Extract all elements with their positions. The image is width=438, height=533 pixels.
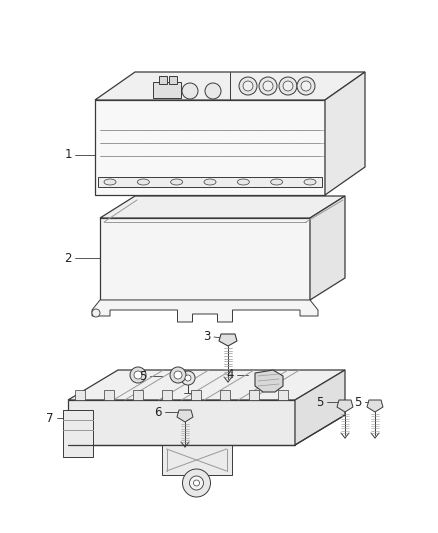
Polygon shape	[310, 196, 345, 300]
Ellipse shape	[237, 179, 249, 185]
Circle shape	[134, 371, 142, 379]
Polygon shape	[63, 410, 93, 457]
Ellipse shape	[271, 179, 283, 185]
Polygon shape	[68, 370, 345, 400]
Circle shape	[279, 77, 297, 95]
Polygon shape	[337, 400, 353, 412]
Ellipse shape	[138, 179, 149, 185]
Ellipse shape	[171, 179, 183, 185]
Circle shape	[181, 371, 195, 385]
Polygon shape	[162, 445, 232, 475]
Circle shape	[297, 77, 315, 95]
Text: 4: 4	[226, 368, 234, 382]
Circle shape	[243, 81, 253, 91]
Ellipse shape	[304, 179, 316, 185]
Polygon shape	[153, 82, 181, 98]
Circle shape	[170, 367, 186, 383]
Text: 5: 5	[354, 395, 362, 408]
Polygon shape	[98, 177, 322, 187]
Polygon shape	[95, 72, 365, 100]
Circle shape	[205, 83, 221, 99]
Circle shape	[182, 83, 198, 99]
Polygon shape	[159, 76, 167, 84]
Circle shape	[259, 77, 277, 95]
Polygon shape	[255, 370, 283, 392]
Circle shape	[239, 77, 257, 95]
Polygon shape	[133, 390, 143, 400]
Polygon shape	[100, 196, 345, 218]
Text: 2: 2	[64, 252, 72, 264]
Text: 5: 5	[316, 395, 324, 408]
Polygon shape	[295, 370, 345, 445]
Polygon shape	[367, 400, 383, 412]
Polygon shape	[219, 334, 237, 346]
Circle shape	[185, 375, 191, 381]
Circle shape	[174, 371, 182, 379]
Text: 6: 6	[154, 406, 162, 418]
Polygon shape	[278, 390, 288, 400]
Polygon shape	[169, 76, 177, 84]
Polygon shape	[177, 410, 193, 422]
Polygon shape	[104, 390, 114, 400]
Circle shape	[190, 476, 204, 490]
Text: 3: 3	[203, 330, 211, 343]
Polygon shape	[220, 390, 230, 400]
Polygon shape	[68, 400, 295, 445]
Ellipse shape	[204, 179, 216, 185]
Polygon shape	[75, 390, 85, 400]
Polygon shape	[191, 390, 201, 400]
Ellipse shape	[104, 179, 116, 185]
Polygon shape	[325, 72, 365, 195]
Polygon shape	[162, 390, 172, 400]
Circle shape	[194, 480, 199, 486]
Polygon shape	[100, 218, 310, 300]
Circle shape	[283, 81, 293, 91]
Polygon shape	[249, 390, 259, 400]
Polygon shape	[95, 100, 325, 195]
Circle shape	[92, 309, 100, 317]
Text: 1: 1	[64, 149, 72, 161]
Circle shape	[301, 81, 311, 91]
Text: 5: 5	[139, 369, 147, 383]
Polygon shape	[92, 300, 318, 322]
Circle shape	[263, 81, 273, 91]
Circle shape	[130, 367, 146, 383]
Circle shape	[183, 469, 211, 497]
Text: 7: 7	[46, 411, 54, 424]
